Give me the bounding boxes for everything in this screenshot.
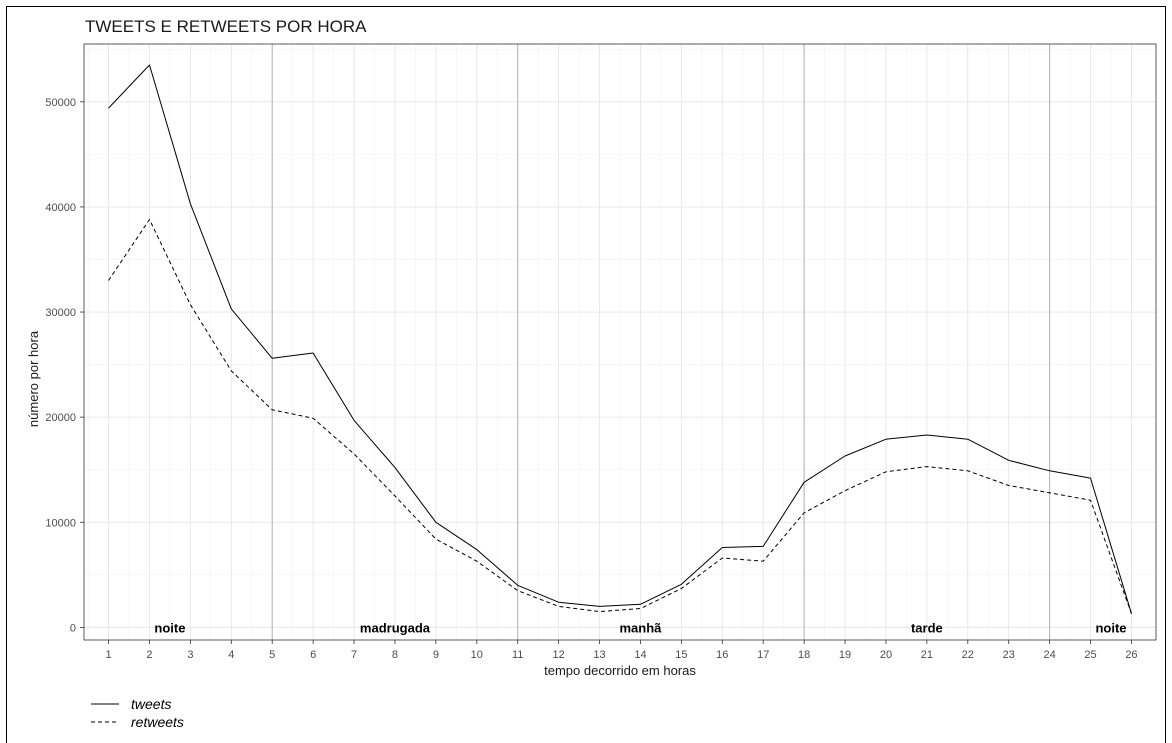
- minor-gridlines: [84, 44, 1156, 640]
- x-axis-ticks: 1 2 3 4 5 6 7 8 9 10 11 12 13 14 15 16 17 18 19 20 21 22 23 24 2…: [105, 640, 1138, 661]
- x-tick-label: 10: [471, 649, 483, 661]
- x-tick-label: 13: [593, 649, 605, 661]
- x-tick-label: 18: [798, 649, 810, 661]
- legend: tweets retweets: [91, 696, 184, 730]
- x-tick-label: 3: [187, 649, 193, 661]
- series-line-tweets: [108, 64, 1132, 614]
- x-tick-label: 21: [921, 649, 933, 661]
- x-tick-label: 6: [310, 649, 316, 661]
- x-tick-label: 1: [105, 649, 111, 661]
- series-lines: [108, 64, 1132, 614]
- x-tick-label: 23: [1003, 649, 1015, 661]
- x-tick-label: 25: [1084, 649, 1096, 661]
- x-tick-label: 7: [351, 649, 357, 661]
- series-line-retweets: [108, 219, 1132, 614]
- y-tick-label: 30000: [45, 307, 76, 319]
- x-tick-label: 12: [553, 649, 565, 661]
- x-tick-label: 24: [1043, 649, 1055, 661]
- period-label: noite: [1095, 620, 1126, 635]
- period-label: madrugada: [360, 620, 431, 635]
- x-tick-label: 11: [512, 649, 523, 661]
- x-tick-label: 9: [433, 649, 439, 661]
- y-tick-label: 0: [70, 622, 76, 634]
- legend-label-retweets: retweets: [131, 714, 184, 730]
- y-axis-label: número por hora: [26, 330, 41, 427]
- legend-label-tweets: tweets: [131, 696, 171, 712]
- x-tick-label: 26: [1125, 649, 1137, 661]
- y-tick-label: 10000: [45, 517, 76, 529]
- period-label: manhã: [620, 620, 663, 635]
- x-tick-label: 2: [146, 649, 152, 661]
- period-label: noite: [154, 620, 185, 635]
- x-tick-label: 19: [839, 649, 851, 661]
- x-tick-label: 20: [880, 649, 892, 661]
- period-dividers: [271, 44, 1051, 640]
- y-tick-label: 50000: [45, 97, 76, 109]
- chart-title: TWEETS E RETWEETS POR HORA: [85, 17, 367, 36]
- x-tick-label: 4: [228, 649, 234, 661]
- x-axis-label: tempo decorrido em horas: [544, 663, 696, 678]
- x-tick-label: 15: [675, 649, 687, 661]
- period-labels: noite madrugada manhã tarde noite: [154, 620, 1126, 635]
- x-tick-label: 22: [962, 649, 974, 661]
- y-tick-label: 20000: [45, 412, 76, 424]
- y-tick-label: 40000: [45, 202, 76, 214]
- figure-frame: [6, 6, 1166, 743]
- period-label: tarde: [911, 620, 943, 635]
- x-tick-label: 8: [392, 649, 398, 661]
- x-tick-label: 17: [757, 649, 769, 661]
- x-tick-label: 14: [634, 649, 646, 661]
- x-tick-label: 16: [716, 649, 728, 661]
- plot-panel-border: [83, 43, 1157, 641]
- y-axis-ticks: 0 10000 20000 30000 40000 50000: [45, 97, 84, 634]
- x-tick-label: 5: [269, 649, 275, 661]
